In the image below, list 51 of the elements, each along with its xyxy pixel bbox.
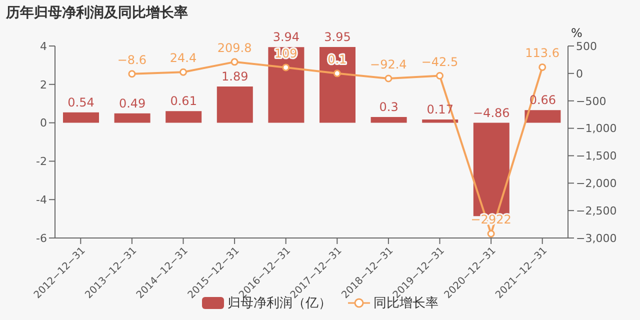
point xyxy=(230,58,238,66)
point xyxy=(436,72,444,80)
data-label: 3.95 xyxy=(324,30,351,44)
point xyxy=(180,68,187,76)
y2-tick-label: −2,000 xyxy=(576,177,617,190)
data-label: −92.4 xyxy=(370,57,407,72)
data-label: −42.5 xyxy=(421,54,458,69)
y2-tick-label: −2,500 xyxy=(576,204,617,218)
point xyxy=(384,74,392,82)
point xyxy=(128,70,136,78)
data-label: 1.89 xyxy=(222,70,248,84)
y-tick-label: -4 xyxy=(36,194,47,207)
y-tick-label: -6 xyxy=(36,232,47,245)
point xyxy=(282,64,290,72)
y2-tick-label: −3,000 xyxy=(576,232,617,245)
y2-tick-label: −1,500 xyxy=(576,150,617,163)
y2-tick-label: −1,000 xyxy=(576,122,617,136)
point xyxy=(333,70,341,78)
bar xyxy=(524,110,561,123)
data-label: 0.54 xyxy=(68,95,94,110)
data-label: 24.4 xyxy=(170,51,197,66)
data-label: 0.49 xyxy=(118,96,146,110)
data-label: 209.8 xyxy=(217,40,252,55)
bar xyxy=(370,117,407,123)
data-label: 3.94 xyxy=(272,30,300,44)
bar xyxy=(422,120,458,123)
point xyxy=(538,63,546,71)
data-label: 0.61 xyxy=(170,94,197,108)
data-label: −4.86 xyxy=(473,106,510,120)
data-label: 113.6 xyxy=(525,46,560,60)
bar xyxy=(216,86,253,123)
y-tick-label: -2 xyxy=(36,155,47,168)
data-label: 0.1 xyxy=(328,52,347,66)
y-tick-label: 0 xyxy=(40,116,47,130)
y-tick-label: 2 xyxy=(40,78,47,92)
data-label: −8.6 xyxy=(117,52,147,67)
bar xyxy=(268,47,304,123)
y2-tick-label: 0 xyxy=(576,67,583,80)
data-label: 109 xyxy=(274,46,298,60)
y2-tick-label: 500 xyxy=(576,40,597,53)
bar xyxy=(320,46,356,123)
y-tick-label: 4 xyxy=(40,40,47,53)
bar xyxy=(166,111,202,123)
y2-tick-label: −500 xyxy=(576,94,606,108)
bar xyxy=(63,112,99,123)
bar xyxy=(114,113,150,123)
point xyxy=(487,230,495,238)
y2-axis-title: % xyxy=(571,26,582,40)
chart-title: 历年归母净利润及同比增长率 xyxy=(6,4,188,22)
bar xyxy=(473,122,510,216)
data-label: 0.3 xyxy=(379,100,398,114)
